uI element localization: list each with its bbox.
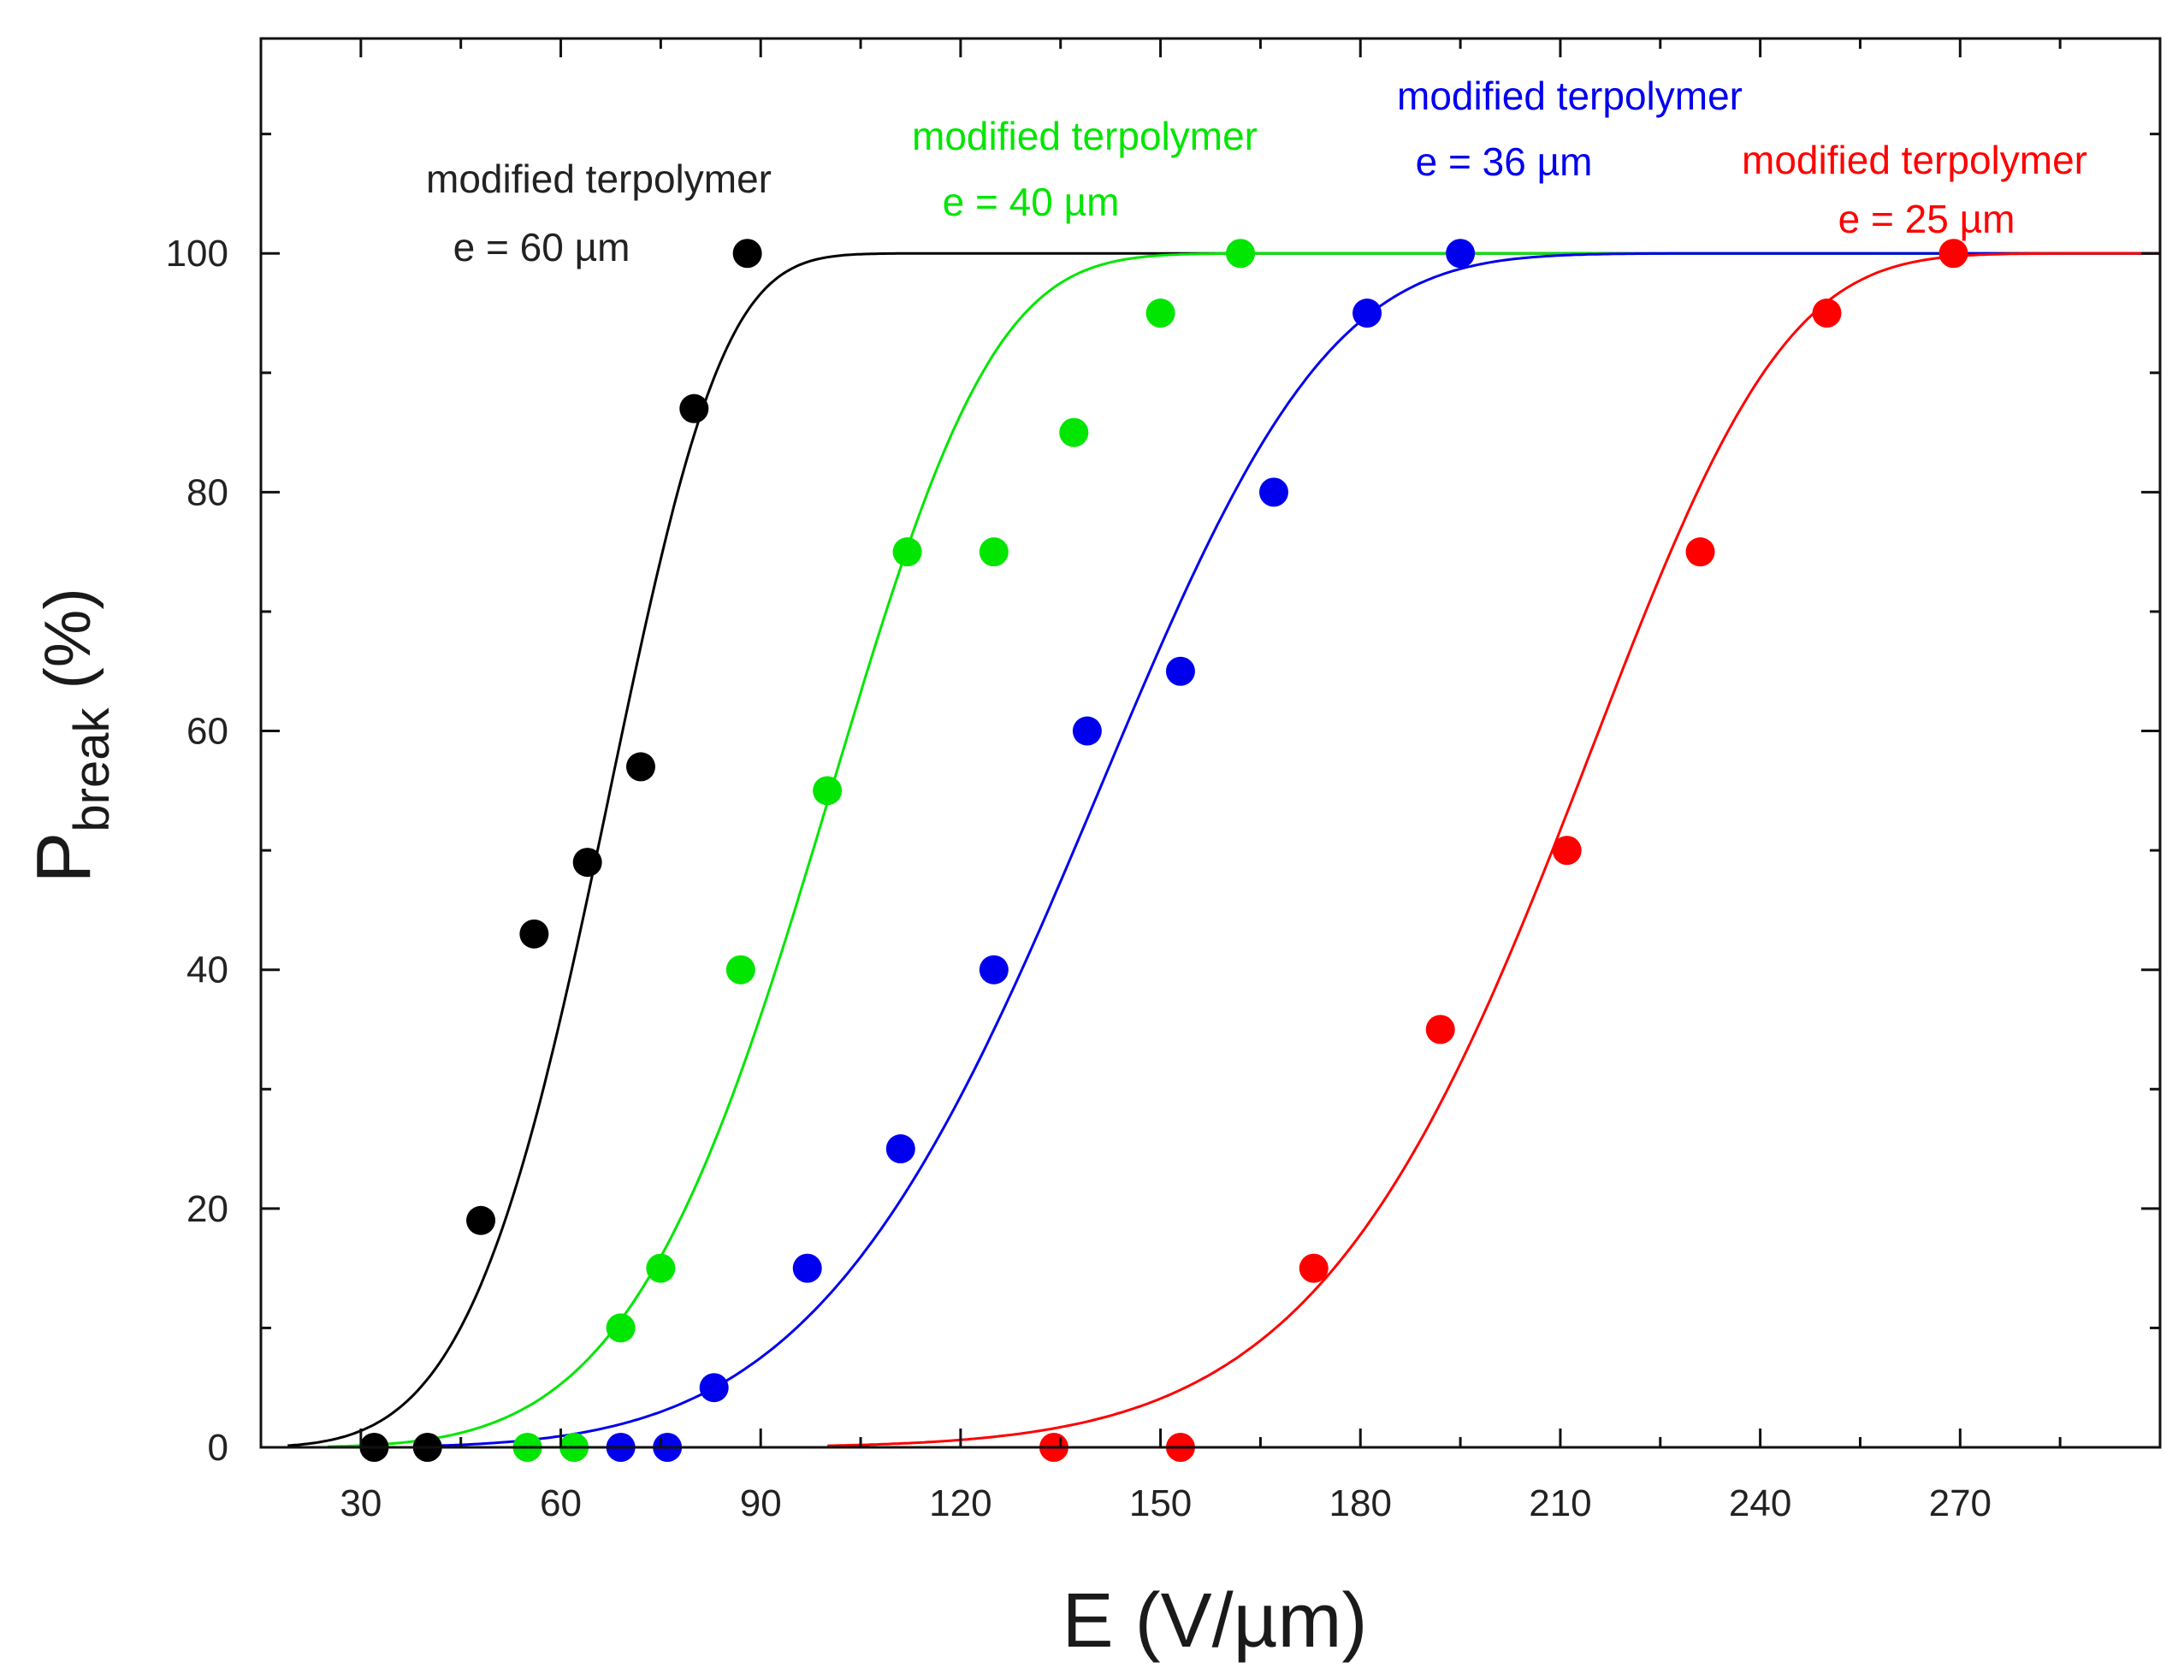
y-tick-label: 80 <box>186 471 228 513</box>
label-36um-line2: e = 36 µm <box>1416 139 1593 184</box>
data-point-series-1 <box>813 776 843 806</box>
plot-frame <box>259 37 2162 1449</box>
y-tick-label: 60 <box>186 711 228 753</box>
label-25um-line1: modified terpolymer <box>1742 138 2087 182</box>
data-point-series-3 <box>1299 1253 1329 1283</box>
data-point-series-1 <box>892 537 922 567</box>
data-point-series-2 <box>1072 716 1102 746</box>
data-point-series-0 <box>466 1205 496 1235</box>
x-axis-title: E (V/µm) <box>1062 1578 1368 1664</box>
data-point-series-2 <box>1446 239 1476 269</box>
data-point-series-3 <box>1812 299 1842 328</box>
label-25um-line2: e = 25 µm <box>1838 197 2015 241</box>
data-point-series-2 <box>885 1134 915 1164</box>
data-point-series-0 <box>626 752 655 782</box>
x-tick-label: 30 <box>340 1482 382 1524</box>
x-tick-label: 240 <box>1729 1482 1791 1524</box>
data-point-series-3 <box>1425 1015 1455 1044</box>
x-tick-label: 180 <box>1329 1482 1392 1524</box>
data-point-series-1 <box>606 1313 636 1343</box>
x-tick-label: 150 <box>1129 1482 1192 1524</box>
label-40um-line2: e = 40 µm <box>943 180 1120 224</box>
y-tick-label: 40 <box>186 949 228 991</box>
x-tick-label: 60 <box>540 1482 582 1524</box>
data-point-series-1 <box>725 955 755 985</box>
data-point-series-3 <box>1552 836 1582 866</box>
axis-ticks <box>259 38 2162 1449</box>
series-annotations: modified terpolymer e = 60 µm modified t… <box>426 74 2087 269</box>
y-axis-title: Pbreak (%) <box>21 588 120 883</box>
x-tick-label: 210 <box>1529 1482 1591 1524</box>
label-60um-line1: modified terpolymer <box>426 157 772 201</box>
data-point-series-2 <box>1259 477 1288 507</box>
y-tick-label: 0 <box>208 1427 228 1469</box>
data-point-series-2 <box>1352 299 1382 328</box>
data-point-series-3 <box>1685 537 1715 567</box>
fit-curve-series-3 <box>827 251 2160 1447</box>
label-60um-line2: e = 60 µm <box>453 225 630 269</box>
label-36um-line1: modified terpolymer <box>1397 74 1743 118</box>
data-point-series-0 <box>572 848 602 878</box>
data-point-series-0 <box>732 239 762 269</box>
y-axis-title-sub: break <box>64 707 120 832</box>
data-point-series-2 <box>979 955 1009 985</box>
y-axis-title-unit: (%) <box>32 588 104 689</box>
x-tick-label: 120 <box>929 1482 991 1524</box>
label-40um-line1: modified terpolymer <box>912 114 1258 158</box>
x-tick-label: 270 <box>1929 1482 1992 1524</box>
data-point-series-1 <box>1145 299 1175 328</box>
y-tick-label: 100 <box>166 233 228 275</box>
data-point-series-2 <box>792 1253 822 1283</box>
y-axis-title-main: P <box>21 832 107 884</box>
y-tick-label: 20 <box>186 1188 228 1230</box>
data-point-series-2 <box>699 1373 729 1403</box>
data-point-series-1 <box>979 537 1009 567</box>
data-point-series-0 <box>679 393 709 423</box>
y-axis-title-text: Pbreak (%) <box>21 588 120 883</box>
data-point-series-0 <box>519 919 549 949</box>
data-point-series-2 <box>1165 656 1195 686</box>
tick-labels: 30 60 90 120 150 180 210 240 270 0 20 40 60 80 100 <box>166 233 1992 1524</box>
x-tick-label: 90 <box>740 1482 782 1524</box>
data-point-series-1 <box>1059 417 1089 447</box>
data-point-series-3 <box>1938 239 1968 269</box>
data-point-series-1 <box>1226 239 1256 269</box>
data-point-series-1 <box>646 1253 676 1283</box>
